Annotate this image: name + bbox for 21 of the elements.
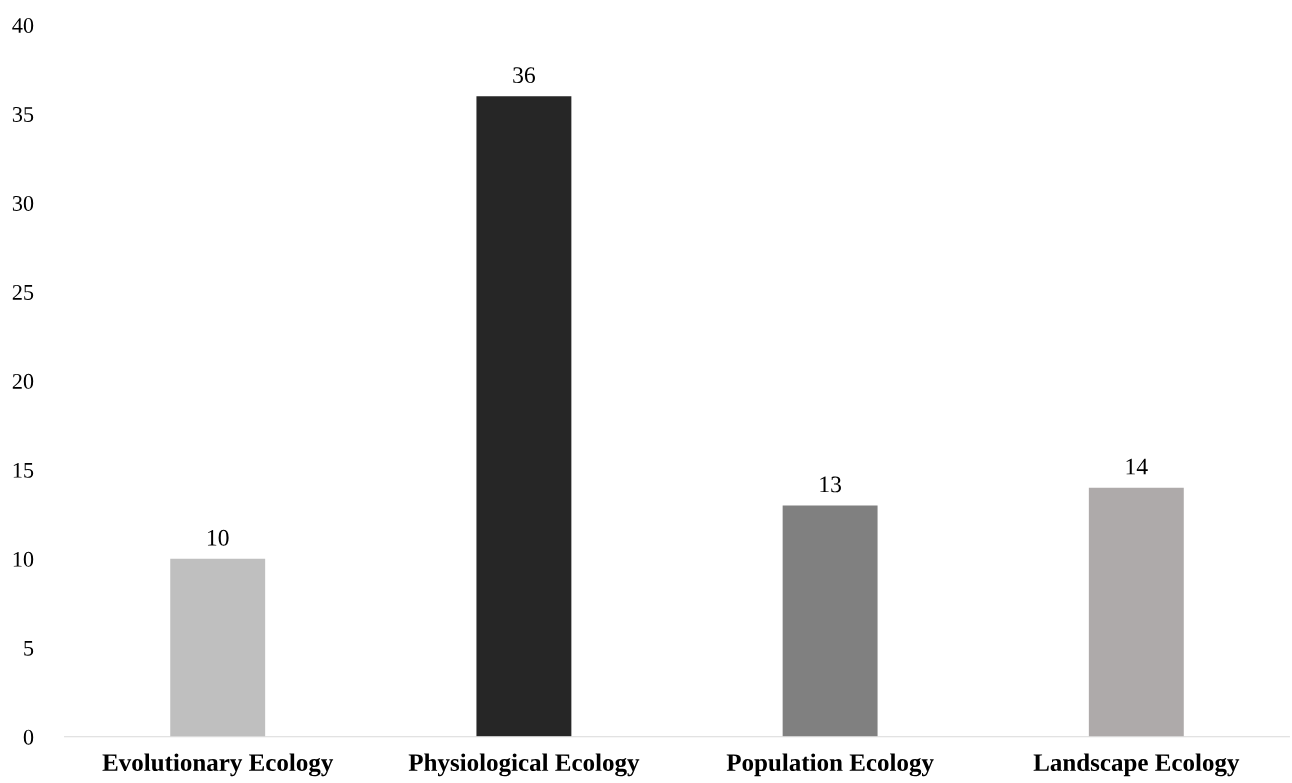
data-label: 14 <box>1126 458 1148 475</box>
bar <box>1088 487 1184 737</box>
y-tick-label: 30 <box>12 195 34 211</box>
x-tick-label: Landscape Ecology <box>1033 753 1240 777</box>
x-tick-label: Physiological Ecology <box>408 753 640 777</box>
y-tick-label: 5 <box>24 640 34 656</box>
y-tick-label: 40 <box>12 17 34 33</box>
y-tick-label: 20 <box>12 373 34 389</box>
y-tick-label: 10 <box>13 551 34 567</box>
data-label: 10 <box>207 529 229 546</box>
y-tick-label: 15 <box>13 462 34 478</box>
bar <box>476 96 572 737</box>
x-tick-label: Population Ecology <box>726 753 934 777</box>
y-tick-label: 0 <box>23 729 34 745</box>
bar <box>170 558 266 737</box>
y-tick-label: 25 <box>12 284 34 300</box>
bar <box>782 505 878 737</box>
data-label: 36 <box>513 67 536 84</box>
x-tick-label: Evolutionary Ecology <box>102 753 334 777</box>
y-tick-label: 35 <box>12 107 34 122</box>
data-label: 13 <box>820 476 841 493</box>
